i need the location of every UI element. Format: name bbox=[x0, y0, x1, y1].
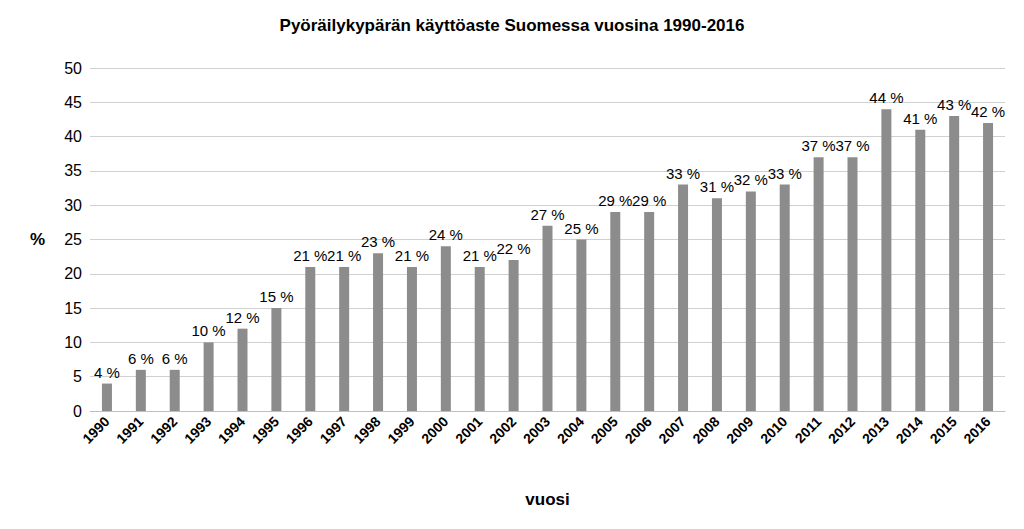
svg-text:1996: 1996 bbox=[283, 413, 316, 446]
svg-text:20: 20 bbox=[64, 265, 82, 282]
svg-text:41 %: 41 % bbox=[903, 110, 937, 127]
svg-text:2015: 2015 bbox=[927, 413, 960, 446]
svg-text:1994: 1994 bbox=[215, 413, 248, 446]
svg-text:15: 15 bbox=[64, 300, 82, 317]
svg-text:2008: 2008 bbox=[689, 413, 722, 446]
svg-text:10: 10 bbox=[64, 334, 82, 351]
svg-text:32 %: 32 % bbox=[734, 171, 768, 188]
svg-text:4 %: 4 % bbox=[94, 364, 120, 381]
svg-text:50: 50 bbox=[64, 60, 82, 77]
svg-text:37 %: 37 % bbox=[802, 137, 836, 154]
svg-text:21 %: 21 % bbox=[395, 247, 429, 264]
svg-text:2011: 2011 bbox=[791, 413, 824, 446]
svg-text:45: 45 bbox=[64, 94, 82, 111]
svg-text:vuosi: vuosi bbox=[525, 490, 569, 509]
svg-text:6 %: 6 % bbox=[128, 350, 154, 367]
svg-text:1997: 1997 bbox=[317, 413, 350, 446]
svg-text:12 %: 12 % bbox=[225, 309, 259, 326]
svg-text:2004: 2004 bbox=[554, 413, 587, 446]
svg-text:1990: 1990 bbox=[79, 413, 112, 446]
svg-text:25 %: 25 % bbox=[564, 220, 598, 237]
svg-text:27 %: 27 % bbox=[530, 206, 564, 223]
svg-text:21 %: 21 % bbox=[293, 247, 327, 264]
svg-text:35: 35 bbox=[64, 162, 82, 179]
svg-text:37 %: 37 % bbox=[835, 137, 869, 154]
svg-text:15 %: 15 % bbox=[259, 288, 293, 305]
svg-text:%: % bbox=[30, 230, 45, 249]
svg-text:24 %: 24 % bbox=[429, 226, 463, 243]
svg-text:29 %: 29 % bbox=[632, 192, 666, 209]
svg-text:2014: 2014 bbox=[893, 413, 926, 446]
svg-text:25: 25 bbox=[64, 231, 82, 248]
svg-text:21 %: 21 % bbox=[463, 247, 497, 264]
svg-text:42 %: 42 % bbox=[971, 103, 1005, 120]
svg-text:2001: 2001 bbox=[452, 413, 485, 446]
svg-text:2009: 2009 bbox=[723, 413, 756, 446]
svg-text:2000: 2000 bbox=[418, 413, 451, 446]
svg-text:6 %: 6 % bbox=[162, 350, 188, 367]
svg-text:43 %: 43 % bbox=[937, 96, 971, 113]
svg-text:1991: 1991 bbox=[113, 413, 146, 446]
svg-text:23 %: 23 % bbox=[361, 233, 395, 250]
svg-text:2016: 2016 bbox=[960, 413, 993, 446]
svg-text:2006: 2006 bbox=[622, 413, 655, 446]
svg-text:44 %: 44 % bbox=[869, 89, 903, 106]
svg-text:1992: 1992 bbox=[147, 413, 180, 446]
svg-text:2005: 2005 bbox=[588, 413, 621, 446]
svg-text:2010: 2010 bbox=[757, 413, 790, 446]
svg-text:2002: 2002 bbox=[486, 413, 519, 446]
svg-text:0: 0 bbox=[73, 403, 82, 420]
svg-text:21 %: 21 % bbox=[327, 247, 361, 264]
svg-text:2003: 2003 bbox=[520, 413, 553, 446]
svg-text:22 %: 22 % bbox=[497, 240, 531, 257]
svg-text:40: 40 bbox=[64, 128, 82, 145]
svg-text:Pyöräilykypärän käyttöaste Suo: Pyöräilykypärän käyttöaste Suomessa vuos… bbox=[280, 16, 745, 35]
svg-text:33 %: 33 % bbox=[768, 165, 802, 182]
svg-text:33 %: 33 % bbox=[666, 165, 700, 182]
svg-text:1993: 1993 bbox=[181, 413, 214, 446]
svg-text:5: 5 bbox=[73, 368, 82, 385]
svg-text:1995: 1995 bbox=[249, 413, 282, 446]
svg-text:31 %: 31 % bbox=[700, 178, 734, 195]
svg-text:1998: 1998 bbox=[350, 413, 383, 446]
svg-text:2012: 2012 bbox=[825, 413, 858, 446]
svg-text:30: 30 bbox=[64, 197, 82, 214]
svg-text:29 %: 29 % bbox=[598, 192, 632, 209]
svg-text:10 %: 10 % bbox=[192, 322, 226, 339]
svg-text:1999: 1999 bbox=[384, 413, 417, 446]
svg-text:2013: 2013 bbox=[859, 413, 892, 446]
svg-text:2007: 2007 bbox=[655, 413, 688, 446]
